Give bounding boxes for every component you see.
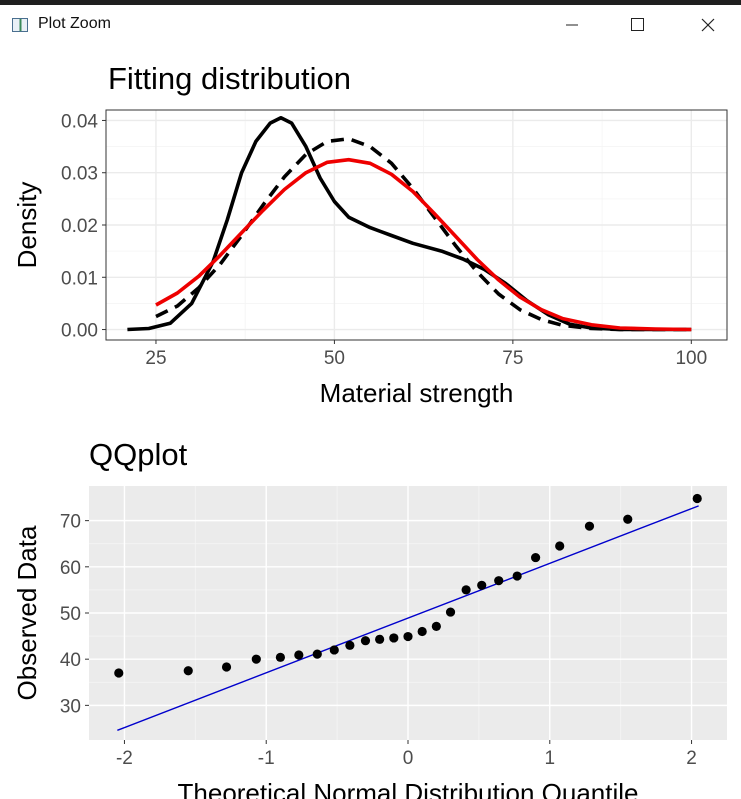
maximize-icon [630,18,644,31]
data-layer [114,493,702,731]
qq-point [531,552,541,563]
qq-point [251,654,261,664]
y-tick-label: 0.02 [61,216,98,237]
qq-point [183,666,193,676]
minimize-icon [566,24,578,26]
x-tick-label: 100 [675,348,707,369]
qq-point [461,585,471,595]
x-tick-label: -2 [116,748,133,769]
qq-point [417,626,427,637]
minimize-button[interactable] [549,5,595,47]
y-tick-label: 0.04 [61,111,98,132]
plot-zoom-app-icon [12,18,28,32]
qq-point [623,514,633,524]
taskbar-strip [0,0,741,5]
y-tick-label: 60 [60,558,81,579]
qq-point [512,571,522,581]
y-tick-label: 50 [60,604,81,625]
x-axis-label: Material strength [320,378,514,408]
density-line-1 [155,137,692,332]
qq-point [221,662,232,672]
x-tick-label: 0 [403,748,414,769]
qq-point [294,650,304,660]
y-tick-label: 0.03 [61,164,98,185]
qq-point [431,621,441,631]
data-layer [127,116,692,332]
y-tick-label: 0.01 [61,268,98,289]
x-tick-label: 2 [686,748,697,769]
qq-reference-line [117,505,699,731]
x-tick-label: 75 [502,348,523,369]
qq-point [389,633,399,643]
qq-point [275,652,285,662]
window-title: Plot Zoom [38,15,111,32]
qq-point [360,636,371,646]
chart-title: QQplot [89,437,188,472]
qq-point [692,493,702,504]
qq-point [329,645,339,655]
density-line-0 [127,116,692,332]
qq-point [345,640,355,650]
qq-point [114,668,124,678]
qq-point [403,631,413,642]
qq-point [312,649,322,659]
y-tick-label: 0.00 [61,321,98,342]
x-tick-label: 50 [324,348,345,369]
y-axis-label: Observed Data [12,525,42,700]
x-axis-label: Theoretical Normal Distribution Quantile [178,778,639,799]
x-tick-label: 25 [145,348,166,369]
title-bar: Plot Zoom [0,5,741,47]
chart-title: Fitting distribution [108,61,351,96]
close-button[interactable] [685,5,731,47]
density-line-2 [155,157,692,332]
panel-border [105,109,728,341]
maximize-button[interactable] [614,5,660,47]
y-tick-label: 30 [60,696,81,717]
qq-point [584,521,595,531]
y-axis-label: Density [12,182,42,269]
qq-point [494,576,504,586]
plot-canvas: 25 50 75 100 0.00 0.01 0.02 0.03 0.04 Material st… [12,61,728,799]
x-tick-label: -1 [258,748,275,769]
x-tick-label: 1 [544,748,555,769]
qq-point [555,541,565,551]
y-tick-label: 70 [60,512,81,533]
qq-point [445,607,456,617]
y-tick-label: 40 [60,650,81,671]
close-icon [701,18,715,32]
qq-point [375,634,385,644]
qq-point [477,580,487,590]
